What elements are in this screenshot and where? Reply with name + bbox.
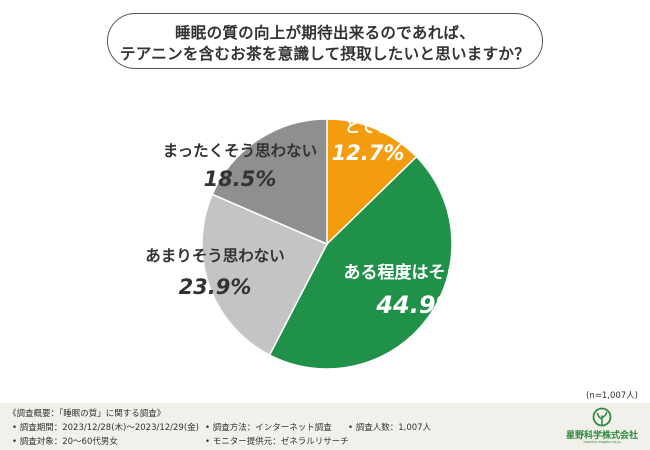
slice-percent: 18.5% bbox=[204, 167, 277, 191]
question-line-2: テアニンを含むお茶を意識して摂取したいと思いますか？ bbox=[119, 45, 531, 63]
survey-title: 《調査概要：「睡眠の質」に関する調査》 bbox=[8, 409, 166, 419]
slice-percent: 44.9% bbox=[375, 291, 459, 319]
survey-provider: • モニター提供元：ゼネラルリサーチ bbox=[205, 437, 349, 447]
question-box: 睡眠の質の向上が期待出来るのであれば、 テアニンを含むお茶を意識して摂取したいと… bbox=[107, 13, 543, 69]
pie-chart: とてもそう思う 12.7% ある程度はそう思う 44.9% あまりそう思わない 23.9%… bbox=[145, 118, 497, 370]
company-logo-icon bbox=[592, 407, 612, 427]
pie-slice bbox=[326, 118, 418, 246]
pie-slice bbox=[201, 193, 329, 357]
survey-count: • 調査人数：1,007人 bbox=[348, 423, 432, 433]
pie-slice bbox=[211, 118, 328, 246]
slice-label: とてもそう思う bbox=[345, 118, 452, 136]
pie-slice bbox=[268, 155, 453, 370]
slice-label: あまりそう思わない bbox=[145, 247, 285, 265]
survey-footer bbox=[0, 403, 650, 450]
question-line-1: 睡眠の質の向上が期待出来るのであれば、 bbox=[174, 24, 476, 42]
survey-period: • 調査期間：2023/12/28(木)～2023/12/29(金) bbox=[12, 423, 199, 433]
slice-percent: 12.7% bbox=[332, 141, 405, 165]
survey-target: • 調査対象：20～60代男女 bbox=[12, 437, 118, 447]
slice-percent: 23.9% bbox=[179, 275, 252, 299]
survey-method: • 調査方法：インターネット調査 bbox=[205, 423, 332, 433]
company-name: 星野科学株式会社 bbox=[565, 431, 638, 441]
slice-label: まったくそう思わない bbox=[163, 142, 317, 160]
slice-label: ある程度はそう思う bbox=[344, 262, 497, 283]
sample-size-note: (n=1,007人) bbox=[586, 391, 638, 401]
company-url: hoshino-kagaku.co.jp bbox=[583, 440, 621, 444]
